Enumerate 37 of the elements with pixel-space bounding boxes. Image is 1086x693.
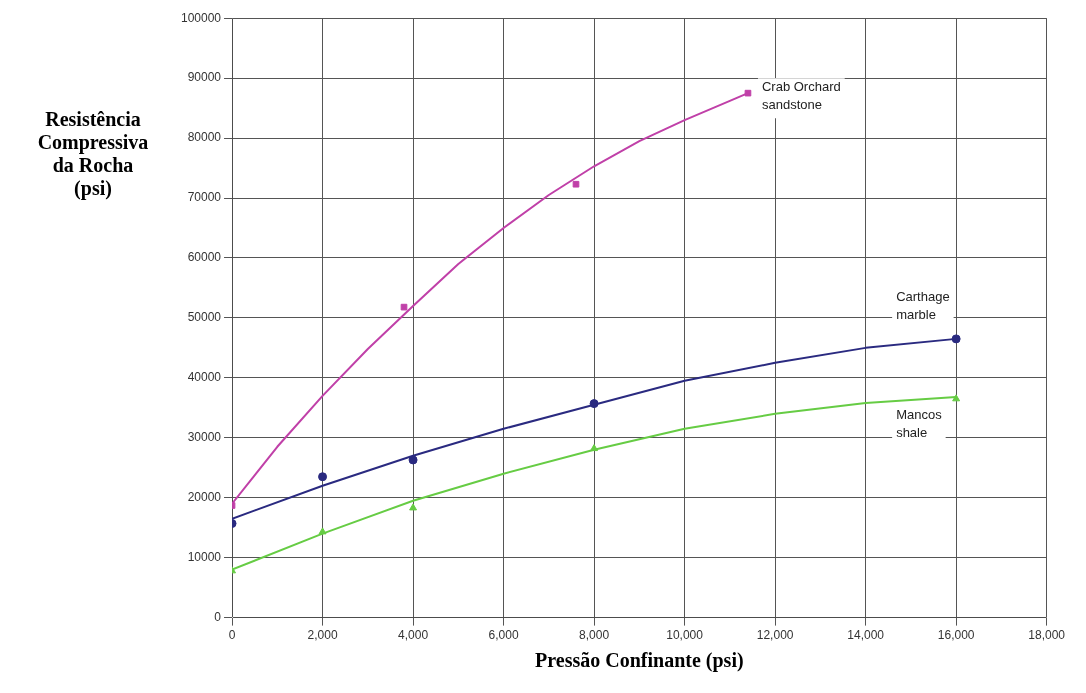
x-tick-label: 2,000 <box>307 628 338 643</box>
y-tick-label: 100000 <box>181 10 222 25</box>
x-axis-title: Pressão Confinante (psi) <box>535 649 744 673</box>
point <box>589 399 599 409</box>
x-tick-label: 12,000 <box>756 628 794 643</box>
point <box>408 455 418 465</box>
point <box>400 303 408 311</box>
y-tick-label: 20000 <box>187 490 222 505</box>
y-tick-label: 30000 <box>187 430 222 445</box>
y-tick-label: 0 <box>214 609 222 624</box>
point <box>409 503 418 511</box>
series-label: Mancos shale <box>896 406 943 440</box>
x-tick-label: 6,000 <box>488 628 519 643</box>
series-label: Crab Orchard sandstone <box>761 79 841 113</box>
x-tick-label: 14,000 <box>847 628 885 643</box>
point <box>952 394 961 402</box>
y-tick-label: 80000 <box>187 130 222 145</box>
y-tick-label: 70000 <box>187 190 222 205</box>
point <box>318 527 327 535</box>
x-tick-label: 18,000 <box>1028 628 1066 643</box>
y-tick-label: 60000 <box>187 250 222 265</box>
x-tick-label: 10,000 <box>666 628 704 643</box>
y-tick-label: 40000 <box>187 370 222 385</box>
point <box>318 472 328 482</box>
y-tick-label: 50000 <box>187 310 222 325</box>
point <box>572 180 580 188</box>
y-tick-label: 10000 <box>187 549 222 564</box>
series-label: Carthage marble <box>896 288 950 322</box>
y-axis-title: Resistência Compressiva da Rocha (psi) <box>36 108 150 200</box>
y-tick-label: 90000 <box>187 70 222 85</box>
x-tick-label: 16,000 <box>937 628 975 643</box>
x-tick-label: 0 <box>228 628 236 643</box>
x-tick-label: 4,000 <box>398 628 429 643</box>
point <box>744 89 752 97</box>
point <box>590 444 599 452</box>
point <box>951 334 961 344</box>
x-tick-label: 8,000 <box>579 628 610 643</box>
